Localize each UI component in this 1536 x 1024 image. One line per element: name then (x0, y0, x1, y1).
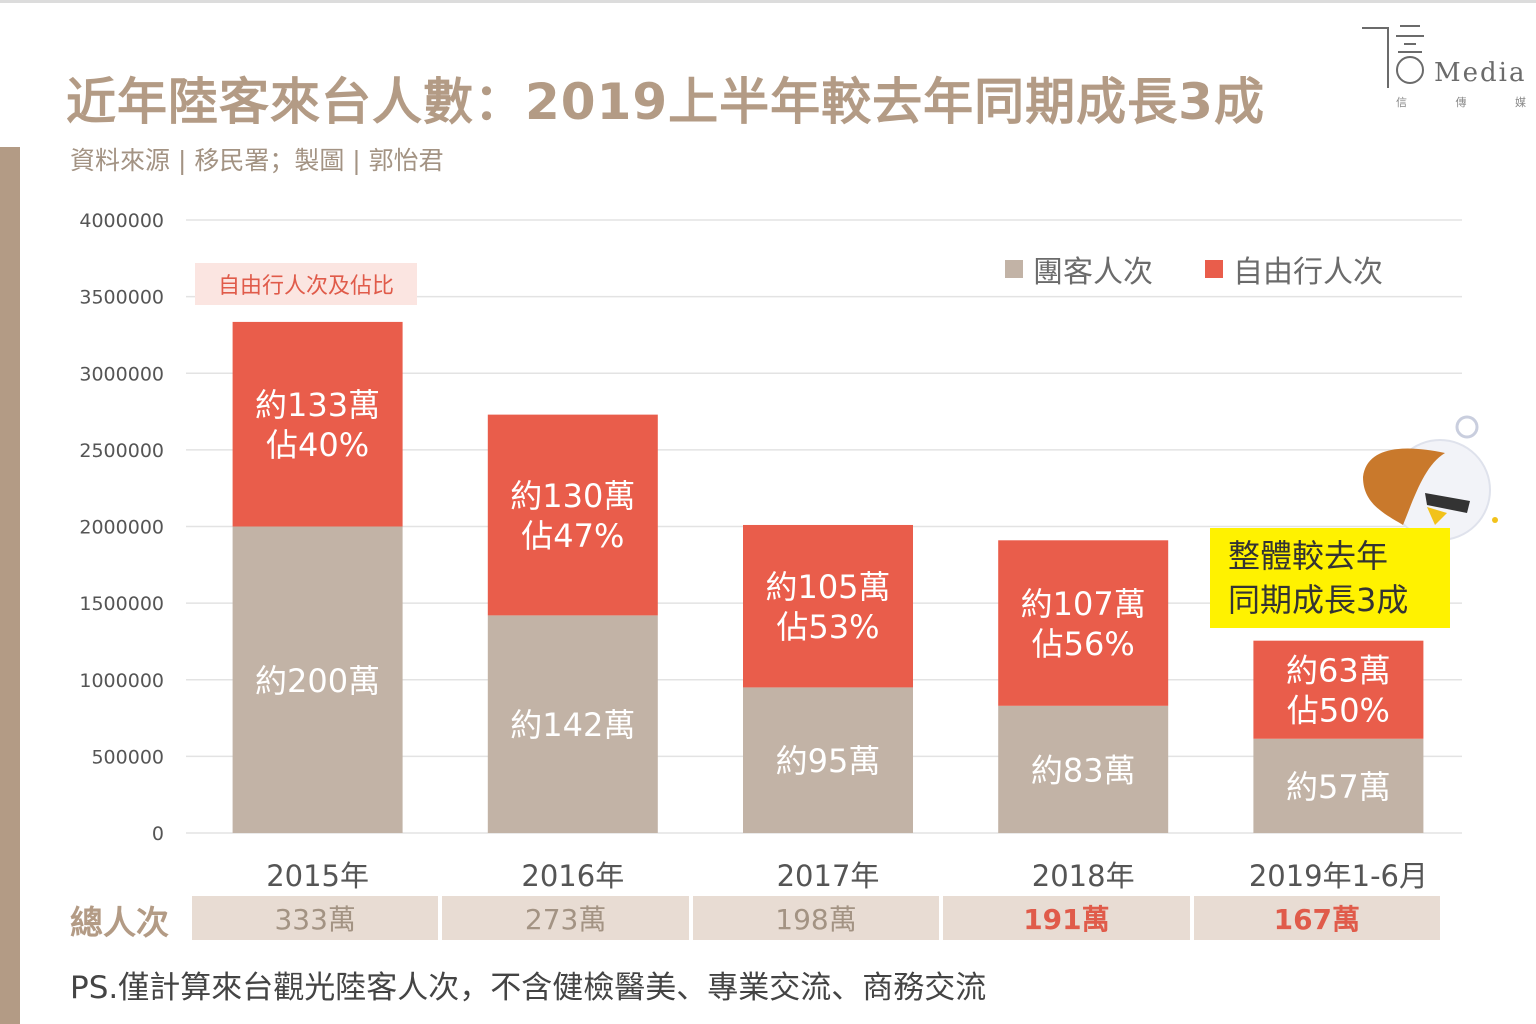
x-tick-label: 2016年 (521, 859, 624, 893)
y-tick-label: 1000000 (79, 670, 164, 692)
logo-sub-char: 信 (1396, 96, 1407, 109)
legend-item-free: 自由行人次 (1205, 247, 1383, 291)
legend-label-group: 團客人次 (1033, 255, 1153, 290)
bar-free-segment (1253, 640, 1424, 739)
bar-group-segment (743, 687, 913, 833)
legend-label-free: 自由行人次 (1233, 255, 1383, 290)
legend-swatch-group (1005, 260, 1023, 278)
totals-cell: 167萬 (1193, 896, 1441, 940)
logo-subtext: 信 傳 媒 (1396, 94, 1526, 110)
bar-free-segment (232, 321, 403, 527)
data-label-group: 約95萬 (776, 742, 881, 780)
footnote: PS.僅計算來台觀光陸客人次，不含健檢醫美、專業交流、商務交流 (70, 970, 987, 1006)
callout-line: 同期成長3成 (1228, 581, 1409, 619)
data-label-free: 佔53% (776, 608, 879, 646)
data-label-free: 佔47% (521, 517, 624, 555)
data-label-free: 約133萬 (255, 386, 380, 424)
callout-line: 整體較去年 (1228, 537, 1389, 575)
logo-mark-icon (1362, 25, 1424, 88)
data-label-free: 約105萬 (765, 568, 890, 606)
data-label-group: 約57萬 (1286, 768, 1391, 806)
y-tick-label: 0 (152, 823, 164, 845)
totals-cell: 333萬 (192, 896, 439, 940)
x-tick-label: 2017年 (777, 859, 880, 893)
bar-free-segment (487, 414, 658, 616)
logo-wordmark: Media (1434, 58, 1527, 88)
growth-callout: 整體較去年 同期成長3成 (1210, 528, 1450, 628)
y-tick-label: 1500000 (79, 593, 164, 615)
logo-sub-char: 傳 (1455, 96, 1467, 109)
left-accent-bar (0, 147, 20, 1024)
top-rule (0, 0, 1536, 3)
x-tick-label: 2018年 (1032, 859, 1135, 893)
data-label-group: 約200萬 (255, 662, 380, 700)
y-tick-label: 3000000 (79, 363, 164, 385)
chart-title: 近年陸客來台人數：2019上半年較去年同期成長3成 (66, 73, 1265, 131)
bar-group-segment (1253, 738, 1424, 833)
mascot-bird-icon (1363, 415, 1498, 541)
legend-item-group: 團客人次 (1005, 247, 1153, 291)
x-tick-label: 2015年 (266, 859, 369, 893)
y-tick-label: 500000 (91, 746, 164, 768)
totals-row: 333萬 273萬 198萬 191萬 167萬 (192, 896, 1441, 940)
data-label-free: 佔40% (266, 426, 369, 464)
chart-subtitle: 資料來源 | 移民署；製圖 | 郭怡君 (70, 146, 444, 175)
bar-free-segment (743, 524, 913, 688)
data-label-group: 約83萬 (1031, 751, 1136, 789)
y-tick-label: 2500000 (79, 440, 164, 462)
totals-label: 總人次 (70, 903, 169, 942)
data-label-free: 約130萬 (510, 477, 635, 515)
bar-free-segment (998, 540, 1169, 706)
bar-group-segment (998, 705, 1169, 833)
data-label-free: 佔50% (1287, 692, 1390, 730)
legend-swatch-free (1205, 260, 1223, 278)
bar-group-segment (487, 615, 658, 833)
y-tick-label: 2000000 (79, 517, 164, 539)
logo-sub-char: 媒 (1515, 96, 1526, 109)
y-tick-label: 3500000 (79, 287, 164, 309)
totals-cell: 198萬 (692, 896, 940, 940)
totals-cell: 191萬 (943, 896, 1190, 940)
data-label-free: 約107萬 (1021, 585, 1146, 623)
y-tick-label: 4000000 (79, 210, 164, 232)
data-label-group: 約142萬 (510, 706, 635, 744)
x-tick-label: 2019年1-6月 (1249, 859, 1428, 893)
bar-group-segment (232, 526, 403, 833)
totals-cell: 273萬 (442, 896, 689, 940)
free-travel-annotation: 自由行人次及佔比 (195, 263, 417, 305)
data-label-free: 約63萬 (1286, 652, 1391, 690)
data-label-free: 佔56% (1032, 625, 1135, 663)
